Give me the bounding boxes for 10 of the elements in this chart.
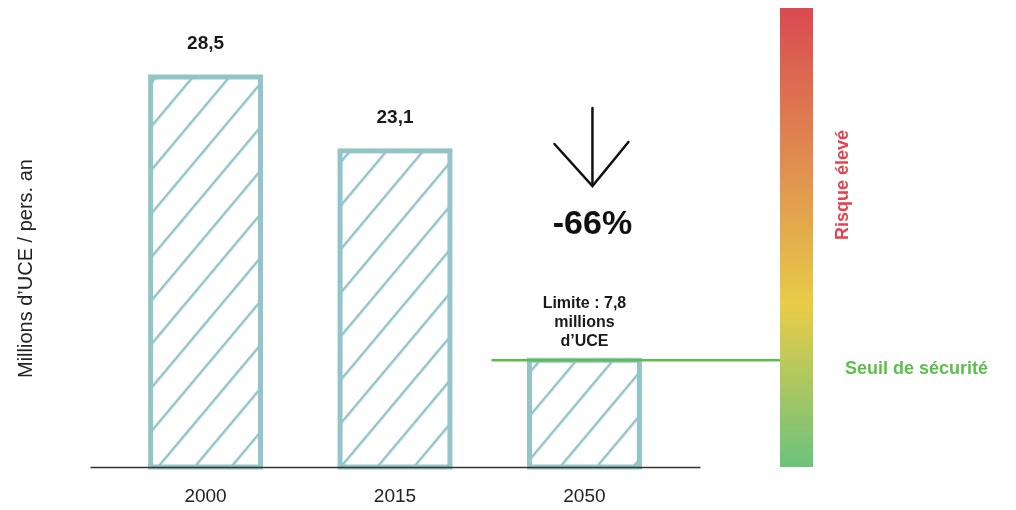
- y-axis-title: Millions d’UCE / pers. an: [14, 159, 36, 378]
- text: Risque élevé: [832, 129, 852, 241]
- annotation: Limite : 7,8 millions d’UCE: [542, 294, 627, 350]
- ref-line-label: Seuil de sécurité: [845, 358, 989, 379]
- data-label: 28,5: [187, 32, 225, 53]
- x-tick-label: 2000: [184, 485, 227, 507]
- data-label: 23,1: [376, 105, 414, 127]
- x-tick-label: 2050: [563, 485, 606, 507]
- annotation: -66%: [552, 203, 633, 241]
- x-tick-label: 2015: [373, 485, 417, 507]
